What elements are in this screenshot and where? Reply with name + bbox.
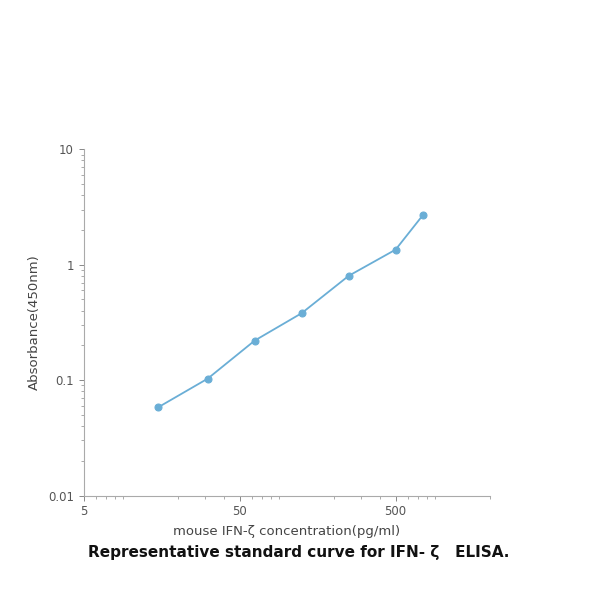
Text: Representative standard curve for IFN- ζ   ELISA.: Representative standard curve for IFN- ζ… [88,544,509,560]
Y-axis label: Absorbance(450nm): Absorbance(450nm) [28,254,41,390]
X-axis label: mouse IFN-ζ concentration(pg/ml): mouse IFN-ζ concentration(pg/ml) [173,525,400,538]
